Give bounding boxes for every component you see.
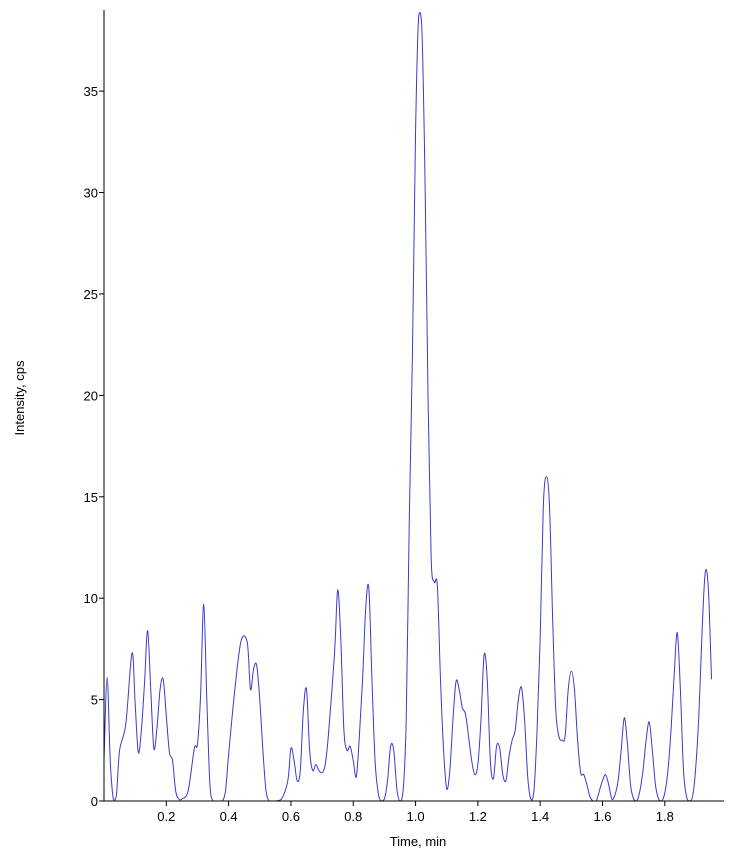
y-tick-label: 10 [84, 591, 98, 606]
y-tick-label: 35 [84, 84, 98, 99]
y-axis-ticks: 0 5 10 15 20 25 30 35 [84, 84, 104, 809]
x-tick-label: 1.0 [407, 809, 425, 824]
y-axis-title: Intensity, cps [12, 360, 27, 435]
x-tick-label: 1.8 [656, 809, 674, 824]
plot-area [103, 11, 713, 802]
x-tick-label: 1.6 [593, 809, 611, 824]
y-tick-label: 0 [91, 794, 98, 809]
x-tick-label: 0.2 [157, 809, 175, 824]
y-tick-label: 5 [91, 693, 98, 708]
y-tick-label: 30 [84, 186, 98, 201]
y-tick-label: 20 [84, 388, 98, 403]
x-tick-label: 0.8 [344, 809, 362, 824]
x-axis-title: Time, min [390, 834, 447, 849]
x-axis-ticks: 0.2 0.4 0.6 0.8 1.0 1.2 1.4 1.6 1.8 [157, 801, 674, 824]
y-tick-label: 15 [84, 490, 98, 505]
x-tick-label: 0.6 [282, 809, 300, 824]
x-tick-label: 1.4 [531, 809, 549, 824]
x-tick-label: 1.2 [469, 809, 487, 824]
x-tick-label: 0.4 [220, 809, 238, 824]
intensity-trace [103, 11, 713, 802]
y-tick-label: 25 [84, 287, 98, 302]
